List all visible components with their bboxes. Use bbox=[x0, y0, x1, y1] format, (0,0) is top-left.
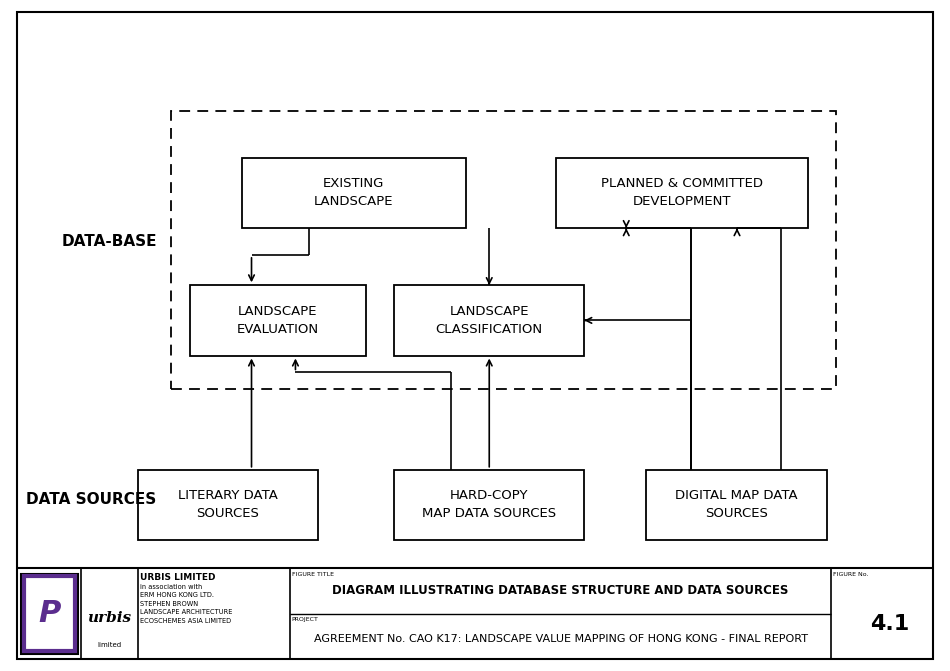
Text: LANDSCAPE
CLASSIFICATION: LANDSCAPE CLASSIFICATION bbox=[436, 305, 542, 336]
Text: EXISTING
LANDSCAPE: EXISTING LANDSCAPE bbox=[314, 177, 393, 209]
Bar bbox=[394, 285, 584, 356]
Text: urbis: urbis bbox=[87, 611, 131, 625]
Text: PLANNED & COMMITTED
DEVELOPMENT: PLANNED & COMMITTED DEVELOPMENT bbox=[600, 177, 763, 209]
Bar bbox=[138, 470, 318, 540]
Text: PROJECT: PROJECT bbox=[292, 617, 318, 622]
Bar bbox=[556, 158, 808, 228]
Bar bbox=[646, 470, 826, 540]
Text: in association with
ERM HONG KONG LTD.
STEPHEN BROWN
LANDSCAPE ARCHITECTURE
ECOS: in association with ERM HONG KONG LTD. S… bbox=[140, 584, 232, 624]
Text: AGREEMENT No. CAO K17: LANDSCAPE VALUE MAPPING OF HONG KONG - FINAL REPORT: AGREEMENT No. CAO K17: LANDSCAPE VALUE M… bbox=[314, 634, 808, 644]
Bar bbox=[394, 470, 584, 540]
Text: FIGURE No.: FIGURE No. bbox=[833, 572, 868, 577]
Bar bbox=[171, 111, 836, 389]
Text: DATA-BASE: DATA-BASE bbox=[62, 234, 158, 249]
Bar bbox=[24, 576, 75, 651]
Text: limited: limited bbox=[97, 642, 122, 648]
Text: URBIS LIMITED: URBIS LIMITED bbox=[140, 573, 215, 582]
Text: FIGURE TITLE: FIGURE TITLE bbox=[292, 572, 333, 577]
Text: LANDSCAPE
EVALUATION: LANDSCAPE EVALUATION bbox=[237, 305, 319, 336]
Text: 4.1: 4.1 bbox=[870, 615, 910, 635]
Text: DIAGRAM ILLUSTRATING DATABASE STRUCTURE AND DATA SOURCES: DIAGRAM ILLUSTRATING DATABASE STRUCTURE … bbox=[332, 584, 788, 597]
Bar bbox=[21, 574, 78, 654]
Bar bbox=[242, 158, 466, 228]
Text: DIGITAL MAP DATA
SOURCES: DIGITAL MAP DATA SOURCES bbox=[674, 489, 798, 521]
Text: HARD-COPY
MAP DATA SOURCES: HARD-COPY MAP DATA SOURCES bbox=[422, 489, 557, 521]
Bar bbox=[190, 285, 366, 356]
Text: LITERARY DATA
SOURCES: LITERARY DATA SOURCES bbox=[178, 489, 278, 521]
Text: P: P bbox=[38, 599, 61, 628]
Text: DATA SOURCES: DATA SOURCES bbox=[26, 493, 156, 507]
